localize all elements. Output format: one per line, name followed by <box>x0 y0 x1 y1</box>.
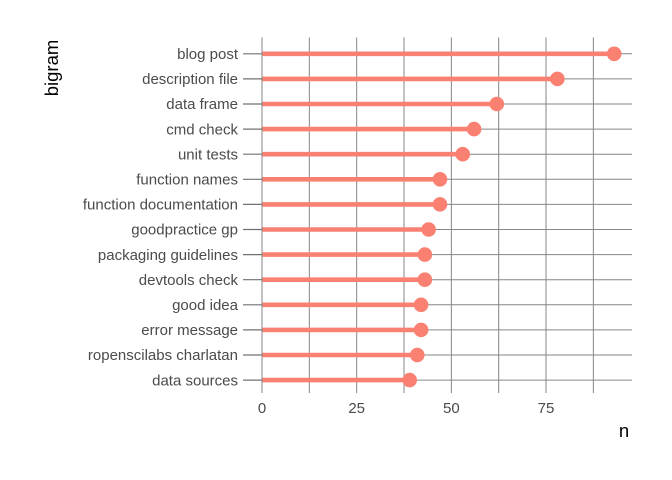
category-label: devtools check <box>139 272 239 289</box>
category-label: ropenscilabs charlatan <box>88 347 238 364</box>
lollipop-dot <box>417 247 433 262</box>
lollipop-dot <box>413 297 429 313</box>
category-label: goodpractice gp <box>131 222 238 239</box>
lollipop-dot <box>417 272 433 288</box>
lollipop-dot <box>409 347 425 363</box>
category-label: packaging guidelines <box>98 247 238 264</box>
lollipop-dot <box>606 46 622 62</box>
category-label: unit tests <box>178 146 238 163</box>
x-axis-title: n <box>618 419 630 441</box>
category-label: blog post <box>177 46 239 63</box>
x-tick-label: 50 <box>443 400 460 417</box>
category-label: data frame <box>166 96 238 113</box>
category-label: data sources <box>152 372 238 389</box>
lollipop-dot <box>421 222 436 237</box>
category-label: function documentation <box>83 197 238 214</box>
category-label: description file <box>142 71 238 88</box>
lollipop-dot <box>432 197 448 212</box>
x-tick-label: 75 <box>538 400 555 417</box>
category-label: good idea <box>172 297 239 314</box>
lollipop-dot <box>432 172 448 187</box>
category-label: error message <box>141 322 238 339</box>
lollipop-dot <box>550 71 565 87</box>
y-axis-title: bigram <box>40 39 62 97</box>
lollipop-dot <box>466 121 482 137</box>
lollipop-dot <box>413 322 429 338</box>
x-tick-label: 25 <box>348 400 365 417</box>
lollipop-dot <box>455 146 471 162</box>
category-label: cmd check <box>166 121 238 138</box>
lollipop-dot <box>489 96 505 112</box>
category-label: function names <box>136 172 238 189</box>
x-tick-label: 0 <box>258 400 266 417</box>
lollipop-dot <box>402 372 417 388</box>
